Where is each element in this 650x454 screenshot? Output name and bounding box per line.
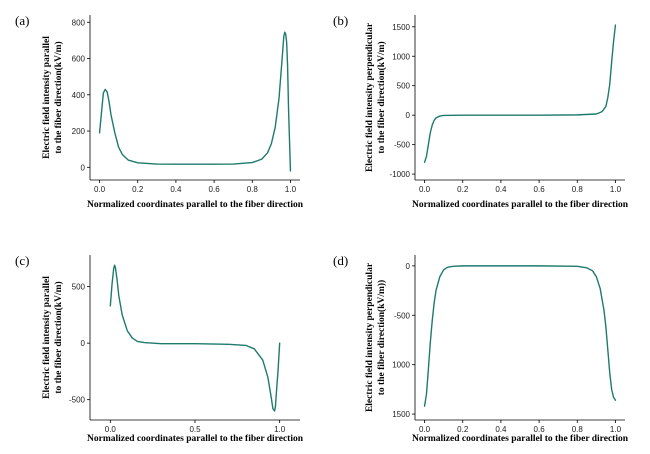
y-axis-label: Electric field intensity perpendicular	[365, 22, 375, 172]
x-axis-label: Normalized coordinates parallel to the f…	[87, 434, 304, 444]
y-tick-label: -500	[394, 311, 411, 320]
x-tick-label: 0.0	[419, 185, 431, 194]
x-tick-label: 0.0	[419, 425, 431, 434]
y-axis-label: to the fiber direction(kV/m)	[53, 41, 64, 153]
x-tick-label: 1.0	[610, 425, 622, 434]
y-tick-label: 1500	[392, 410, 410, 419]
series-line	[109, 264, 281, 412]
y-tick-label: 500	[397, 82, 411, 91]
chart-panel-1: (a) 0.0 0.2 0.4 0.6 0.8 1.0 0 200 400 600 800 Normal…	[15, 13, 304, 210]
x-tick-label: 0.8	[572, 425, 584, 434]
panel-label: (c)	[15, 253, 29, 268]
y-tick-label: 500	[72, 283, 86, 292]
series-line	[423, 265, 617, 407]
x-tick-label: 0.6	[209, 185, 221, 194]
x-tick-label: 0.2	[457, 185, 469, 194]
x-tick-label: 1.0	[274, 425, 286, 434]
y-axis-label: to the fiber direction(kV/m))	[376, 280, 387, 395]
x-tick-label: 0.8	[247, 185, 259, 194]
y-tick-label: 0	[406, 111, 411, 120]
y-axis-label: Electric field intensity parallel	[42, 276, 52, 399]
y-tick-label: 1000	[392, 52, 410, 61]
series-line	[423, 24, 617, 164]
x-tick-label: 0.0	[105, 425, 117, 434]
y-tick-label: 800	[72, 18, 86, 27]
x-tick-label: 0.4	[170, 185, 182, 194]
x-tick-label: 0.5	[189, 425, 201, 434]
x-tick-label: 0.6	[534, 185, 546, 194]
y-tick-label: -1000	[390, 170, 411, 179]
x-tick-label: 0.6	[534, 425, 546, 434]
x-tick-label: 0.8	[572, 185, 584, 194]
x-tick-label: 0.2	[132, 185, 144, 194]
x-tick-label: 1.0	[610, 185, 622, 194]
y-tick-label: 1000	[392, 361, 410, 370]
y-tick-label: 600	[72, 55, 86, 64]
y-tick-label: 0	[406, 262, 411, 271]
series-line	[98, 31, 292, 172]
y-tick-label: 200	[72, 127, 86, 136]
chart-panel-3: (c) 0.0 0.5 1.0 -500 0 500 Normalized coordinat…	[15, 253, 304, 444]
y-axis-label: to the fiber direction(kV/m)	[53, 281, 64, 393]
x-axis-label: Normalized coordinates parallel to the f…	[412, 200, 629, 210]
x-tick-label: 0.4	[495, 425, 507, 434]
x-tick-label: 0.0	[94, 185, 106, 194]
chart-panel-4: (d) 0.0 0.2 0.4 0.6 0.8 1.0 1500 1000 -500 0 Normal…	[333, 253, 629, 444]
panel-label: (a)	[15, 13, 29, 28]
x-axis-label: Normalized coordinates parallel to the f…	[87, 200, 304, 210]
y-tick-label: 1500	[392, 23, 410, 32]
y-tick-label: 0	[81, 339, 86, 348]
y-axis-label: to the fiber direction(kV/m)	[376, 41, 387, 153]
y-tick-label: 400	[72, 91, 86, 100]
panel-label: (d)	[333, 253, 348, 268]
chart-panel-2: (b) 0.0 0.2 0.4 0.6 0.8 1.0 -1000 -500 0 500 1000 15…	[333, 13, 629, 210]
y-tick-label: -500	[69, 396, 86, 405]
x-tick-label: 0.4	[495, 185, 507, 194]
y-axis-label: Electric field intensity perpendicular	[365, 262, 375, 412]
y-axis-label: Electric field intensity parallel	[42, 36, 52, 159]
x-tick-label: 0.2	[457, 425, 469, 434]
x-tick-label: 1.0	[285, 185, 297, 194]
panel-label: (b)	[333, 13, 348, 28]
x-axis-label: Normalized coordinates parallel to the f…	[412, 434, 629, 444]
y-tick-label: 0	[81, 163, 86, 172]
y-tick-label: -500	[394, 141, 411, 150]
